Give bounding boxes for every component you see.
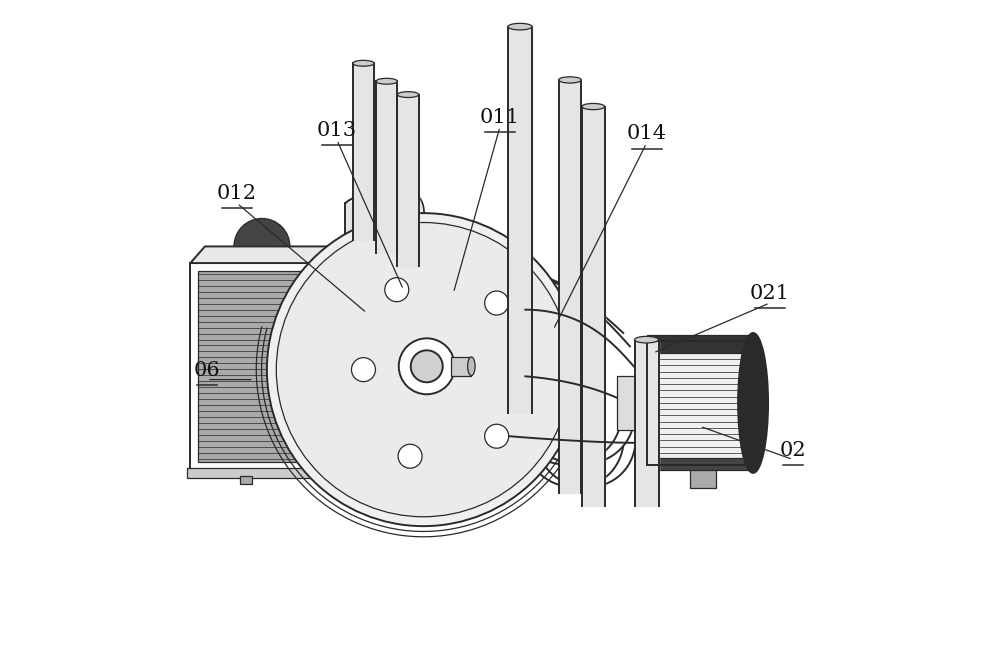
Ellipse shape — [582, 103, 605, 110]
Circle shape — [485, 424, 509, 448]
Bar — [240, 476, 252, 484]
Bar — [690, 466, 716, 488]
Polygon shape — [341, 189, 424, 283]
Text: 013: 013 — [317, 121, 357, 140]
Bar — [647, 334, 753, 353]
Ellipse shape — [376, 79, 397, 84]
Bar — [617, 376, 650, 430]
Circle shape — [411, 350, 443, 382]
Bar — [190, 263, 334, 470]
Circle shape — [351, 358, 375, 382]
Bar — [198, 271, 326, 462]
Circle shape — [385, 278, 409, 302]
Bar — [451, 357, 471, 376]
Text: 021: 021 — [750, 284, 790, 303]
Text: 02: 02 — [780, 440, 806, 460]
Bar — [647, 458, 753, 470]
Circle shape — [276, 222, 571, 517]
Text: 014: 014 — [627, 124, 667, 143]
Ellipse shape — [635, 336, 659, 343]
Ellipse shape — [559, 77, 581, 83]
Polygon shape — [334, 246, 348, 470]
Bar — [187, 468, 337, 478]
Circle shape — [399, 338, 455, 394]
Wedge shape — [234, 218, 290, 246]
Ellipse shape — [397, 92, 419, 97]
Ellipse shape — [468, 357, 475, 376]
Circle shape — [267, 213, 580, 526]
Bar — [647, 341, 753, 465]
Text: 012: 012 — [217, 184, 257, 203]
Ellipse shape — [353, 61, 374, 66]
Text: 011: 011 — [480, 107, 520, 127]
Polygon shape — [190, 246, 348, 263]
Circle shape — [485, 291, 509, 315]
Ellipse shape — [508, 23, 532, 30]
Circle shape — [398, 444, 422, 468]
Text: 06: 06 — [194, 360, 220, 380]
Bar — [647, 341, 753, 465]
Ellipse shape — [738, 333, 768, 473]
Bar — [198, 271, 326, 462]
